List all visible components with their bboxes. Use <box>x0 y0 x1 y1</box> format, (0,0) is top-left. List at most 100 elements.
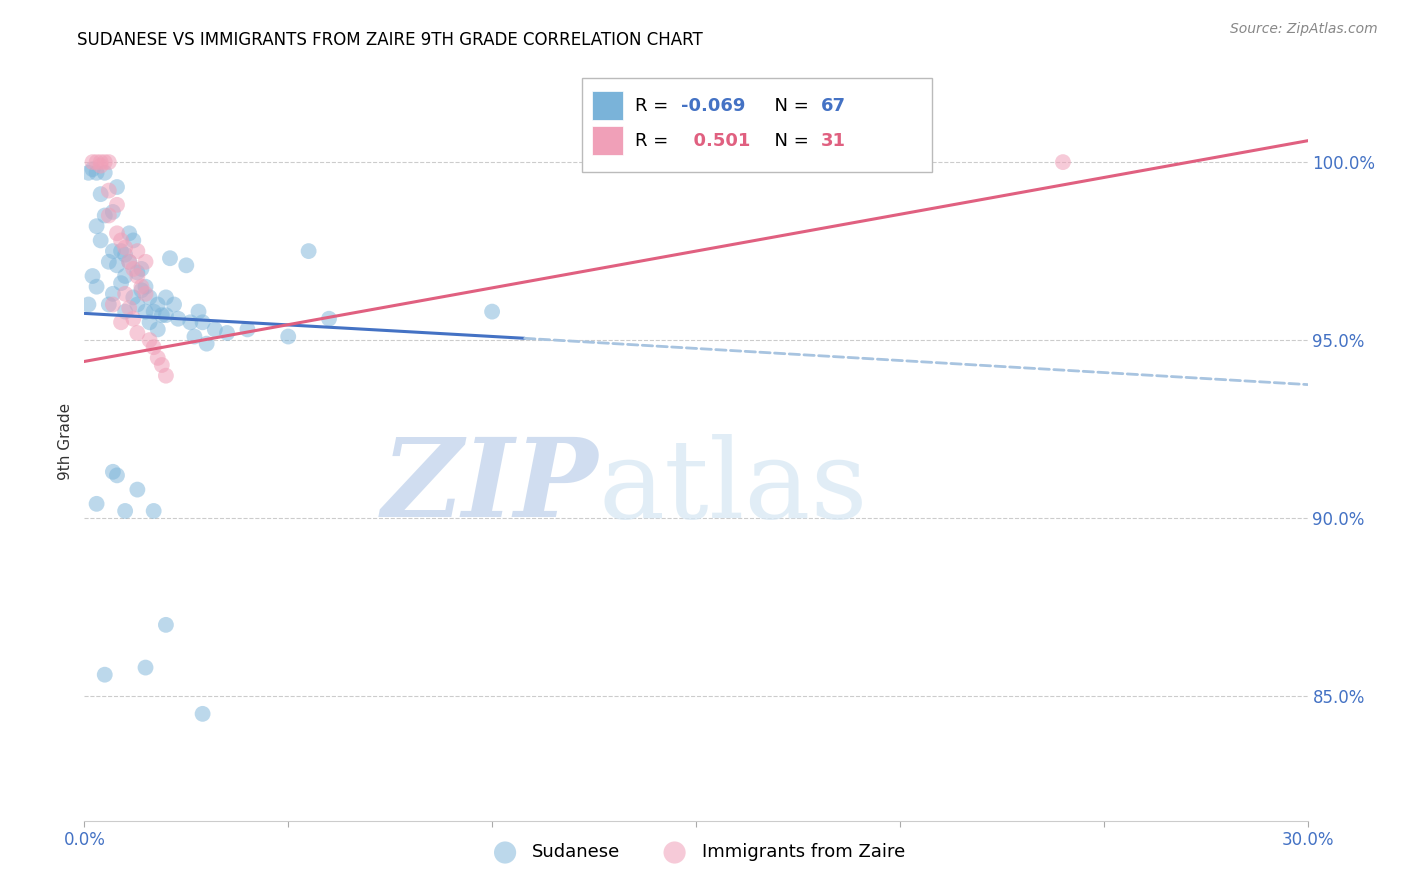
Point <box>105 180 128 194</box>
Text: R =: R = <box>636 96 673 115</box>
Point <box>101 297 124 311</box>
Point <box>131 283 153 297</box>
Point <box>142 340 165 354</box>
Bar <box>592 126 623 155</box>
Y-axis label: 9th Grade: 9th Grade <box>58 403 73 480</box>
Point <box>105 258 128 272</box>
Point <box>159 251 181 265</box>
Point <box>86 497 108 511</box>
Point <box>138 333 160 347</box>
Point <box>127 265 149 279</box>
Point <box>150 308 173 322</box>
Point <box>90 234 112 248</box>
Point <box>122 311 145 326</box>
Point <box>118 301 141 315</box>
Point <box>90 155 112 169</box>
Point <box>217 326 239 340</box>
Text: R =: R = <box>636 131 673 150</box>
Point <box>97 297 120 311</box>
Text: atlas: atlas <box>598 434 868 541</box>
Text: ZIP: ZIP <box>381 434 598 541</box>
Point <box>179 315 201 329</box>
Point <box>105 468 128 483</box>
Point <box>101 465 124 479</box>
Point <box>155 368 177 383</box>
Point <box>155 618 177 632</box>
Point <box>187 304 209 318</box>
Point <box>146 297 169 311</box>
Point <box>204 322 226 336</box>
Text: 31: 31 <box>821 131 846 150</box>
Point <box>195 336 218 351</box>
Legend: Sudanese, Immigrants from Zaire: Sudanese, Immigrants from Zaire <box>479 836 912 869</box>
Point <box>82 155 104 169</box>
Point <box>155 290 177 304</box>
Point <box>155 308 177 322</box>
Text: 0.501: 0.501 <box>682 131 751 150</box>
Text: N =: N = <box>763 96 814 115</box>
Point <box>1052 155 1074 169</box>
Point <box>142 304 165 318</box>
Point <box>93 667 115 681</box>
Point <box>135 279 157 293</box>
Point <box>93 155 115 169</box>
Point <box>135 286 157 301</box>
Point <box>114 504 136 518</box>
Point <box>93 166 115 180</box>
Point <box>97 254 120 268</box>
Point <box>236 322 259 336</box>
Point <box>77 166 100 180</box>
Point <box>82 162 104 177</box>
Point <box>191 315 214 329</box>
Point <box>481 304 503 318</box>
Text: SUDANESE VS IMMIGRANTS FROM ZAIRE 9TH GRADE CORRELATION CHART: SUDANESE VS IMMIGRANTS FROM ZAIRE 9TH GR… <box>77 31 703 49</box>
Point <box>93 209 115 223</box>
Point <box>86 219 108 234</box>
Point <box>150 358 173 372</box>
Point <box>97 209 120 223</box>
Point <box>114 304 136 318</box>
Point <box>114 247 136 261</box>
FancyBboxPatch shape <box>582 78 932 172</box>
Point <box>90 159 112 173</box>
Point <box>135 254 157 268</box>
Point <box>167 311 190 326</box>
Point <box>97 184 120 198</box>
Point <box>127 268 149 283</box>
Point <box>135 304 157 318</box>
Point <box>318 311 340 326</box>
Point <box>127 297 149 311</box>
Point <box>191 706 214 721</box>
Point <box>110 244 132 259</box>
Point <box>86 279 108 293</box>
Point <box>298 244 321 259</box>
Point <box>82 268 104 283</box>
Point <box>127 326 149 340</box>
Point <box>142 504 165 518</box>
Point <box>127 483 149 497</box>
Point <box>105 198 128 212</box>
Text: N =: N = <box>763 131 814 150</box>
Point <box>86 155 108 169</box>
Point <box>110 315 132 329</box>
Point <box>183 329 205 343</box>
Text: 67: 67 <box>821 96 846 115</box>
Point <box>163 297 186 311</box>
Point <box>101 244 124 259</box>
Point <box>97 155 120 169</box>
Point <box>105 227 128 241</box>
Point <box>122 290 145 304</box>
Point <box>114 241 136 255</box>
Point <box>114 268 136 283</box>
Point <box>86 166 108 180</box>
Point <box>127 244 149 259</box>
Point <box>131 261 153 276</box>
Point <box>118 254 141 268</box>
Point <box>277 329 299 343</box>
Point <box>122 234 145 248</box>
Point <box>138 315 160 329</box>
Point <box>122 261 145 276</box>
Point <box>118 227 141 241</box>
Point <box>101 286 124 301</box>
Point <box>135 660 157 674</box>
